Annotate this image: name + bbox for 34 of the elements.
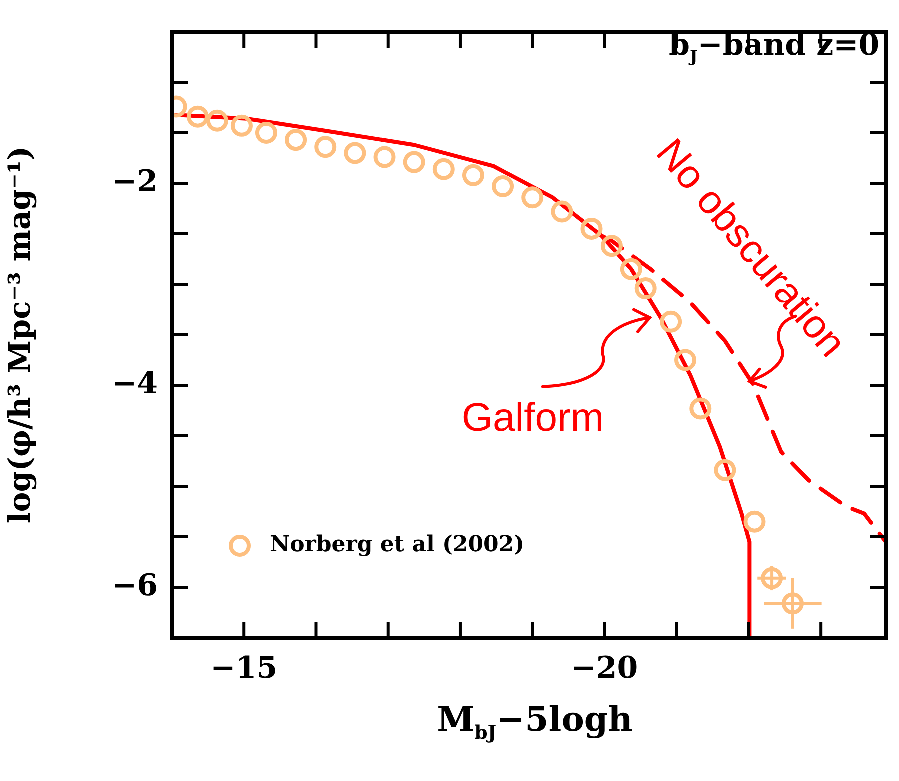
point <box>761 567 784 590</box>
point <box>230 114 253 137</box>
point <box>462 164 484 186</box>
point <box>374 146 396 168</box>
legend-label: Norberg et al (2002) <box>270 532 525 558</box>
point <box>634 278 657 300</box>
point <box>674 349 697 372</box>
point <box>314 136 337 158</box>
point <box>620 258 642 280</box>
point <box>782 592 804 615</box>
y-axis-title: log(φ/h³ Mpc⁻³ mag⁻¹) <box>2 146 38 524</box>
point <box>403 151 426 174</box>
y-tick-label: −6 <box>112 568 158 604</box>
point <box>744 510 766 533</box>
point <box>580 218 603 240</box>
y-tick-label: −2 <box>112 164 158 200</box>
point <box>186 106 209 128</box>
point <box>522 186 544 209</box>
point <box>600 235 623 258</box>
x-axis-title: M$_{bJ}$−5logh <box>437 700 633 744</box>
point <box>344 142 366 164</box>
point <box>255 122 278 144</box>
point <box>690 398 712 420</box>
x-tick-label: −15 <box>210 650 278 686</box>
y-tick-label: −4 <box>112 366 158 402</box>
point <box>660 310 682 333</box>
point <box>206 110 228 132</box>
point <box>714 459 736 482</box>
point <box>492 176 514 198</box>
point <box>551 200 574 223</box>
point <box>285 129 308 152</box>
point <box>432 158 455 180</box>
x-tick-label: −20 <box>571 650 638 686</box>
annotation: Galform <box>462 396 604 440</box>
